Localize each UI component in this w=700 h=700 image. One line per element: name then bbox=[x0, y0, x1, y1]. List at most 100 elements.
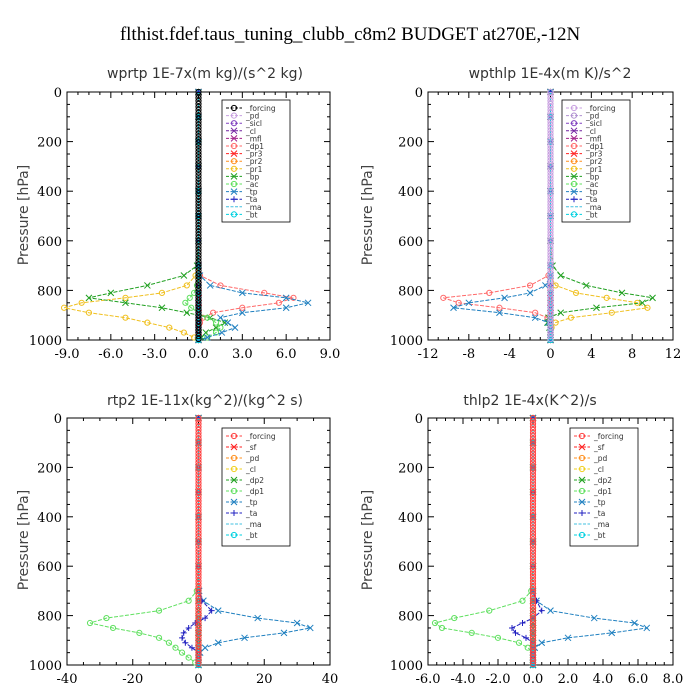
center-column-marker bbox=[195, 258, 202, 265]
center-column-marker bbox=[529, 628, 537, 635]
series-point-dp1 bbox=[455, 299, 462, 306]
center-column-marker bbox=[195, 643, 202, 650]
y-tick-label: 800 bbox=[398, 610, 423, 625]
center-column-marker bbox=[547, 204, 554, 212]
center-column-marker bbox=[195, 190, 202, 197]
legend-entry: _bt bbox=[245, 531, 258, 540]
center-column-marker bbox=[195, 545, 202, 552]
series-point-bp bbox=[649, 294, 656, 302]
center-column-marker bbox=[195, 423, 202, 430]
center-column-marker bbox=[195, 654, 202, 662]
legend-entry: _bp bbox=[585, 172, 600, 181]
center-column-marker bbox=[547, 94, 554, 102]
legend-entry: _cl bbox=[585, 127, 596, 136]
series-point-pr1 bbox=[567, 314, 575, 321]
legend-entry: _dp1 bbox=[245, 142, 264, 151]
x-tick-label: -40 bbox=[57, 672, 78, 687]
center-column-marker bbox=[529, 616, 537, 623]
center-column-marker bbox=[547, 142, 554, 149]
center-column-marker bbox=[195, 560, 202, 567]
series-point-dp1 bbox=[526, 282, 534, 289]
center-column-marker bbox=[529, 494, 537, 502]
center-column-marker bbox=[195, 142, 202, 149]
center-column-marker bbox=[547, 199, 554, 206]
center-column-marker bbox=[547, 309, 554, 316]
x-tick-label: 4.0 bbox=[593, 672, 614, 687]
series-point-dp1 bbox=[109, 624, 117, 632]
center-column-marker bbox=[195, 130, 202, 137]
center-column-marker bbox=[195, 459, 202, 466]
series-point-pr1 bbox=[608, 309, 615, 316]
x-tick-label: 3.0 bbox=[232, 347, 253, 362]
series-point-pr1 bbox=[572, 289, 580, 296]
series-point-pr1 bbox=[122, 294, 129, 301]
series-point-dp1 bbox=[496, 304, 503, 311]
center-column-marker bbox=[195, 139, 202, 146]
center-column-marker bbox=[529, 530, 537, 537]
center-column-marker bbox=[529, 524, 537, 531]
panel-title: wpthlp 1E-4x(m K)/s^2 bbox=[469, 66, 632, 82]
series-point-tp bbox=[526, 289, 534, 297]
center-column-marker bbox=[529, 518, 537, 525]
center-column-marker bbox=[195, 414, 202, 422]
center-column-marker bbox=[547, 184, 554, 191]
center-column-marker bbox=[547, 225, 554, 232]
x-tick-label: -6.0 bbox=[415, 672, 440, 687]
series-point-tp bbox=[542, 282, 549, 289]
center-column-marker bbox=[529, 506, 537, 513]
center-column-marker bbox=[195, 631, 202, 638]
center-column-marker bbox=[195, 592, 202, 599]
x-tick-label: 8.0 bbox=[663, 672, 684, 687]
center-column-marker bbox=[547, 294, 554, 301]
center-column-marker bbox=[547, 326, 554, 334]
center-column-marker bbox=[529, 652, 537, 659]
y-tick-label: 200 bbox=[37, 461, 62, 476]
center-column-marker bbox=[529, 423, 537, 430]
legend-marker bbox=[578, 432, 586, 440]
series-point-tp bbox=[450, 304, 457, 312]
center-column-marker bbox=[547, 139, 554, 146]
legend-marker bbox=[230, 135, 238, 142]
center-column-marker bbox=[195, 453, 202, 460]
center-column-marker bbox=[195, 255, 202, 262]
series-line-tp bbox=[453, 92, 551, 340]
y-tick-label: 600 bbox=[37, 560, 62, 575]
center-column-marker bbox=[195, 118, 202, 125]
legend-marker bbox=[230, 112, 238, 119]
center-column-marker bbox=[547, 201, 554, 209]
center-column-marker bbox=[529, 577, 537, 585]
legend-marker bbox=[230, 158, 238, 165]
legend-entry: _dp1 bbox=[585, 142, 604, 151]
center-column-marker bbox=[195, 88, 202, 96]
center-column-marker bbox=[195, 234, 202, 241]
series-line-ac bbox=[184, 92, 222, 341]
center-column-marker bbox=[195, 420, 202, 428]
center-column-marker bbox=[547, 169, 554, 176]
center-column-marker bbox=[195, 503, 202, 511]
center-column-marker bbox=[547, 193, 554, 200]
center-column-marker bbox=[547, 231, 554, 238]
legend-marker bbox=[230, 487, 238, 495]
center-column-marker bbox=[195, 569, 202, 576]
legend-marker bbox=[578, 498, 586, 506]
y-tick-label: 0 bbox=[54, 86, 62, 101]
series-point-ac bbox=[204, 334, 211, 341]
center-column-marker bbox=[547, 151, 554, 158]
center-column-marker bbox=[195, 554, 202, 561]
center-column-marker bbox=[195, 574, 202, 582]
series-point-bp bbox=[593, 304, 600, 312]
legend-entry: _pr2 bbox=[245, 157, 263, 166]
series-point-dp1 bbox=[185, 597, 192, 604]
legend-entry: _ac bbox=[245, 180, 258, 189]
legend-marker bbox=[230, 142, 238, 150]
center-column-marker bbox=[529, 622, 537, 629]
legend-entry: _tp bbox=[593, 498, 606, 507]
series-point-ac bbox=[217, 324, 224, 331]
center-column-marker bbox=[195, 279, 202, 286]
center-column-marker bbox=[195, 207, 202, 215]
center-column-marker bbox=[547, 297, 554, 304]
center-column-marker bbox=[547, 166, 554, 173]
center-column-marker bbox=[195, 426, 202, 433]
center-column-marker bbox=[529, 548, 537, 555]
legend-marker bbox=[570, 104, 578, 112]
